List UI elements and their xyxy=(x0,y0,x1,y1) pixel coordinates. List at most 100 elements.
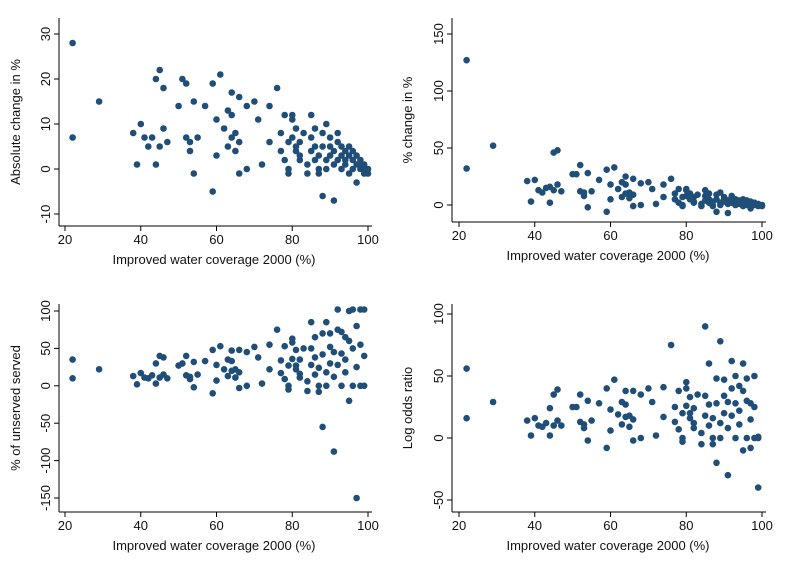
data-point xyxy=(137,369,145,377)
data-point xyxy=(266,138,273,146)
data-point xyxy=(698,429,705,437)
data-point xyxy=(160,125,167,132)
data-point xyxy=(580,192,588,200)
data-point xyxy=(224,143,232,150)
y-tick-label: 0 xyxy=(431,434,446,441)
y-tick-label: 20 xyxy=(38,72,53,86)
data-point xyxy=(724,471,732,479)
data-point xyxy=(330,373,338,381)
data-point xyxy=(160,84,167,92)
data-point xyxy=(675,426,682,433)
data-point xyxy=(69,39,76,47)
data-point xyxy=(175,102,182,110)
data-point xyxy=(546,199,554,206)
data-point xyxy=(754,433,762,441)
data-point xyxy=(671,403,679,411)
data-point xyxy=(588,188,595,195)
data-point xyxy=(194,371,201,378)
data-point xyxy=(307,345,315,352)
data-point xyxy=(292,362,300,369)
data-point xyxy=(266,341,273,349)
data-point xyxy=(679,438,686,446)
data-point xyxy=(326,343,334,351)
data-point xyxy=(720,392,728,400)
data-point xyxy=(281,342,289,350)
data-point xyxy=(232,374,239,381)
data-point xyxy=(345,143,353,150)
data-point xyxy=(637,201,645,209)
data-point xyxy=(743,434,751,442)
data-point xyxy=(304,387,311,395)
data-point xyxy=(201,102,209,110)
data-point xyxy=(254,354,262,361)
data-point xyxy=(660,383,667,391)
data-point xyxy=(307,134,315,141)
data-point xyxy=(213,377,220,384)
data-point xyxy=(705,360,713,367)
data-point xyxy=(152,161,160,168)
data-point xyxy=(311,333,319,341)
data-point xyxy=(186,138,194,146)
data-point xyxy=(213,152,220,159)
data-point xyxy=(334,129,342,137)
data-point xyxy=(266,366,273,373)
data-point xyxy=(338,350,345,357)
data-point xyxy=(338,165,345,173)
data-point xyxy=(671,418,679,426)
x-tick-label: 100 xyxy=(751,228,773,243)
data-point xyxy=(326,152,334,159)
data-point xyxy=(736,421,743,428)
data-point xyxy=(311,354,319,361)
y-tick-label: 0 xyxy=(38,165,53,172)
x-axis-label: Improved water coverage 2000 (%) xyxy=(506,538,709,553)
data-point xyxy=(326,360,334,367)
data-point xyxy=(338,143,345,150)
data-point xyxy=(751,403,758,411)
data-point xyxy=(277,147,285,155)
x-tick-label: 40 xyxy=(528,518,542,533)
data-point xyxy=(281,375,289,383)
data-point xyxy=(739,387,747,395)
data-point xyxy=(353,494,360,502)
data-point xyxy=(353,363,360,371)
data-point xyxy=(209,188,216,195)
y-tick-label: 10 xyxy=(38,117,53,131)
data-point xyxy=(558,422,565,429)
y-tick-label: -100 xyxy=(38,448,53,474)
data-point xyxy=(353,179,360,186)
data-point xyxy=(629,202,637,210)
data-point xyxy=(319,330,326,337)
data-point xyxy=(709,202,717,210)
data-point xyxy=(209,80,216,87)
data-point xyxy=(584,204,592,211)
x-tick-label: 80 xyxy=(285,232,299,247)
data-point xyxy=(690,404,698,412)
data-point xyxy=(353,322,360,330)
data-point xyxy=(220,125,228,132)
data-point xyxy=(758,202,766,210)
data-point xyxy=(129,129,137,137)
data-point xyxy=(546,432,554,439)
data-point xyxy=(539,189,546,196)
data-point xyxy=(334,306,342,313)
data-point xyxy=(554,386,561,393)
data-point xyxy=(213,361,220,369)
data-point xyxy=(95,98,103,105)
data-point xyxy=(254,116,262,123)
data-point xyxy=(614,411,622,418)
data-point xyxy=(360,352,368,360)
data-point xyxy=(573,170,580,178)
data-point xyxy=(164,138,171,146)
data-point xyxy=(724,209,732,217)
data-point xyxy=(648,185,656,193)
data-point xyxy=(717,434,724,442)
data-point xyxy=(595,400,603,407)
data-point xyxy=(156,66,163,74)
x-tick-label: 80 xyxy=(285,518,299,533)
x-tick-label: 40 xyxy=(528,228,542,243)
data-point xyxy=(345,170,353,177)
data-point xyxy=(217,71,224,78)
data-point xyxy=(315,364,323,372)
data-point xyxy=(679,409,686,417)
data-point xyxy=(201,357,209,365)
